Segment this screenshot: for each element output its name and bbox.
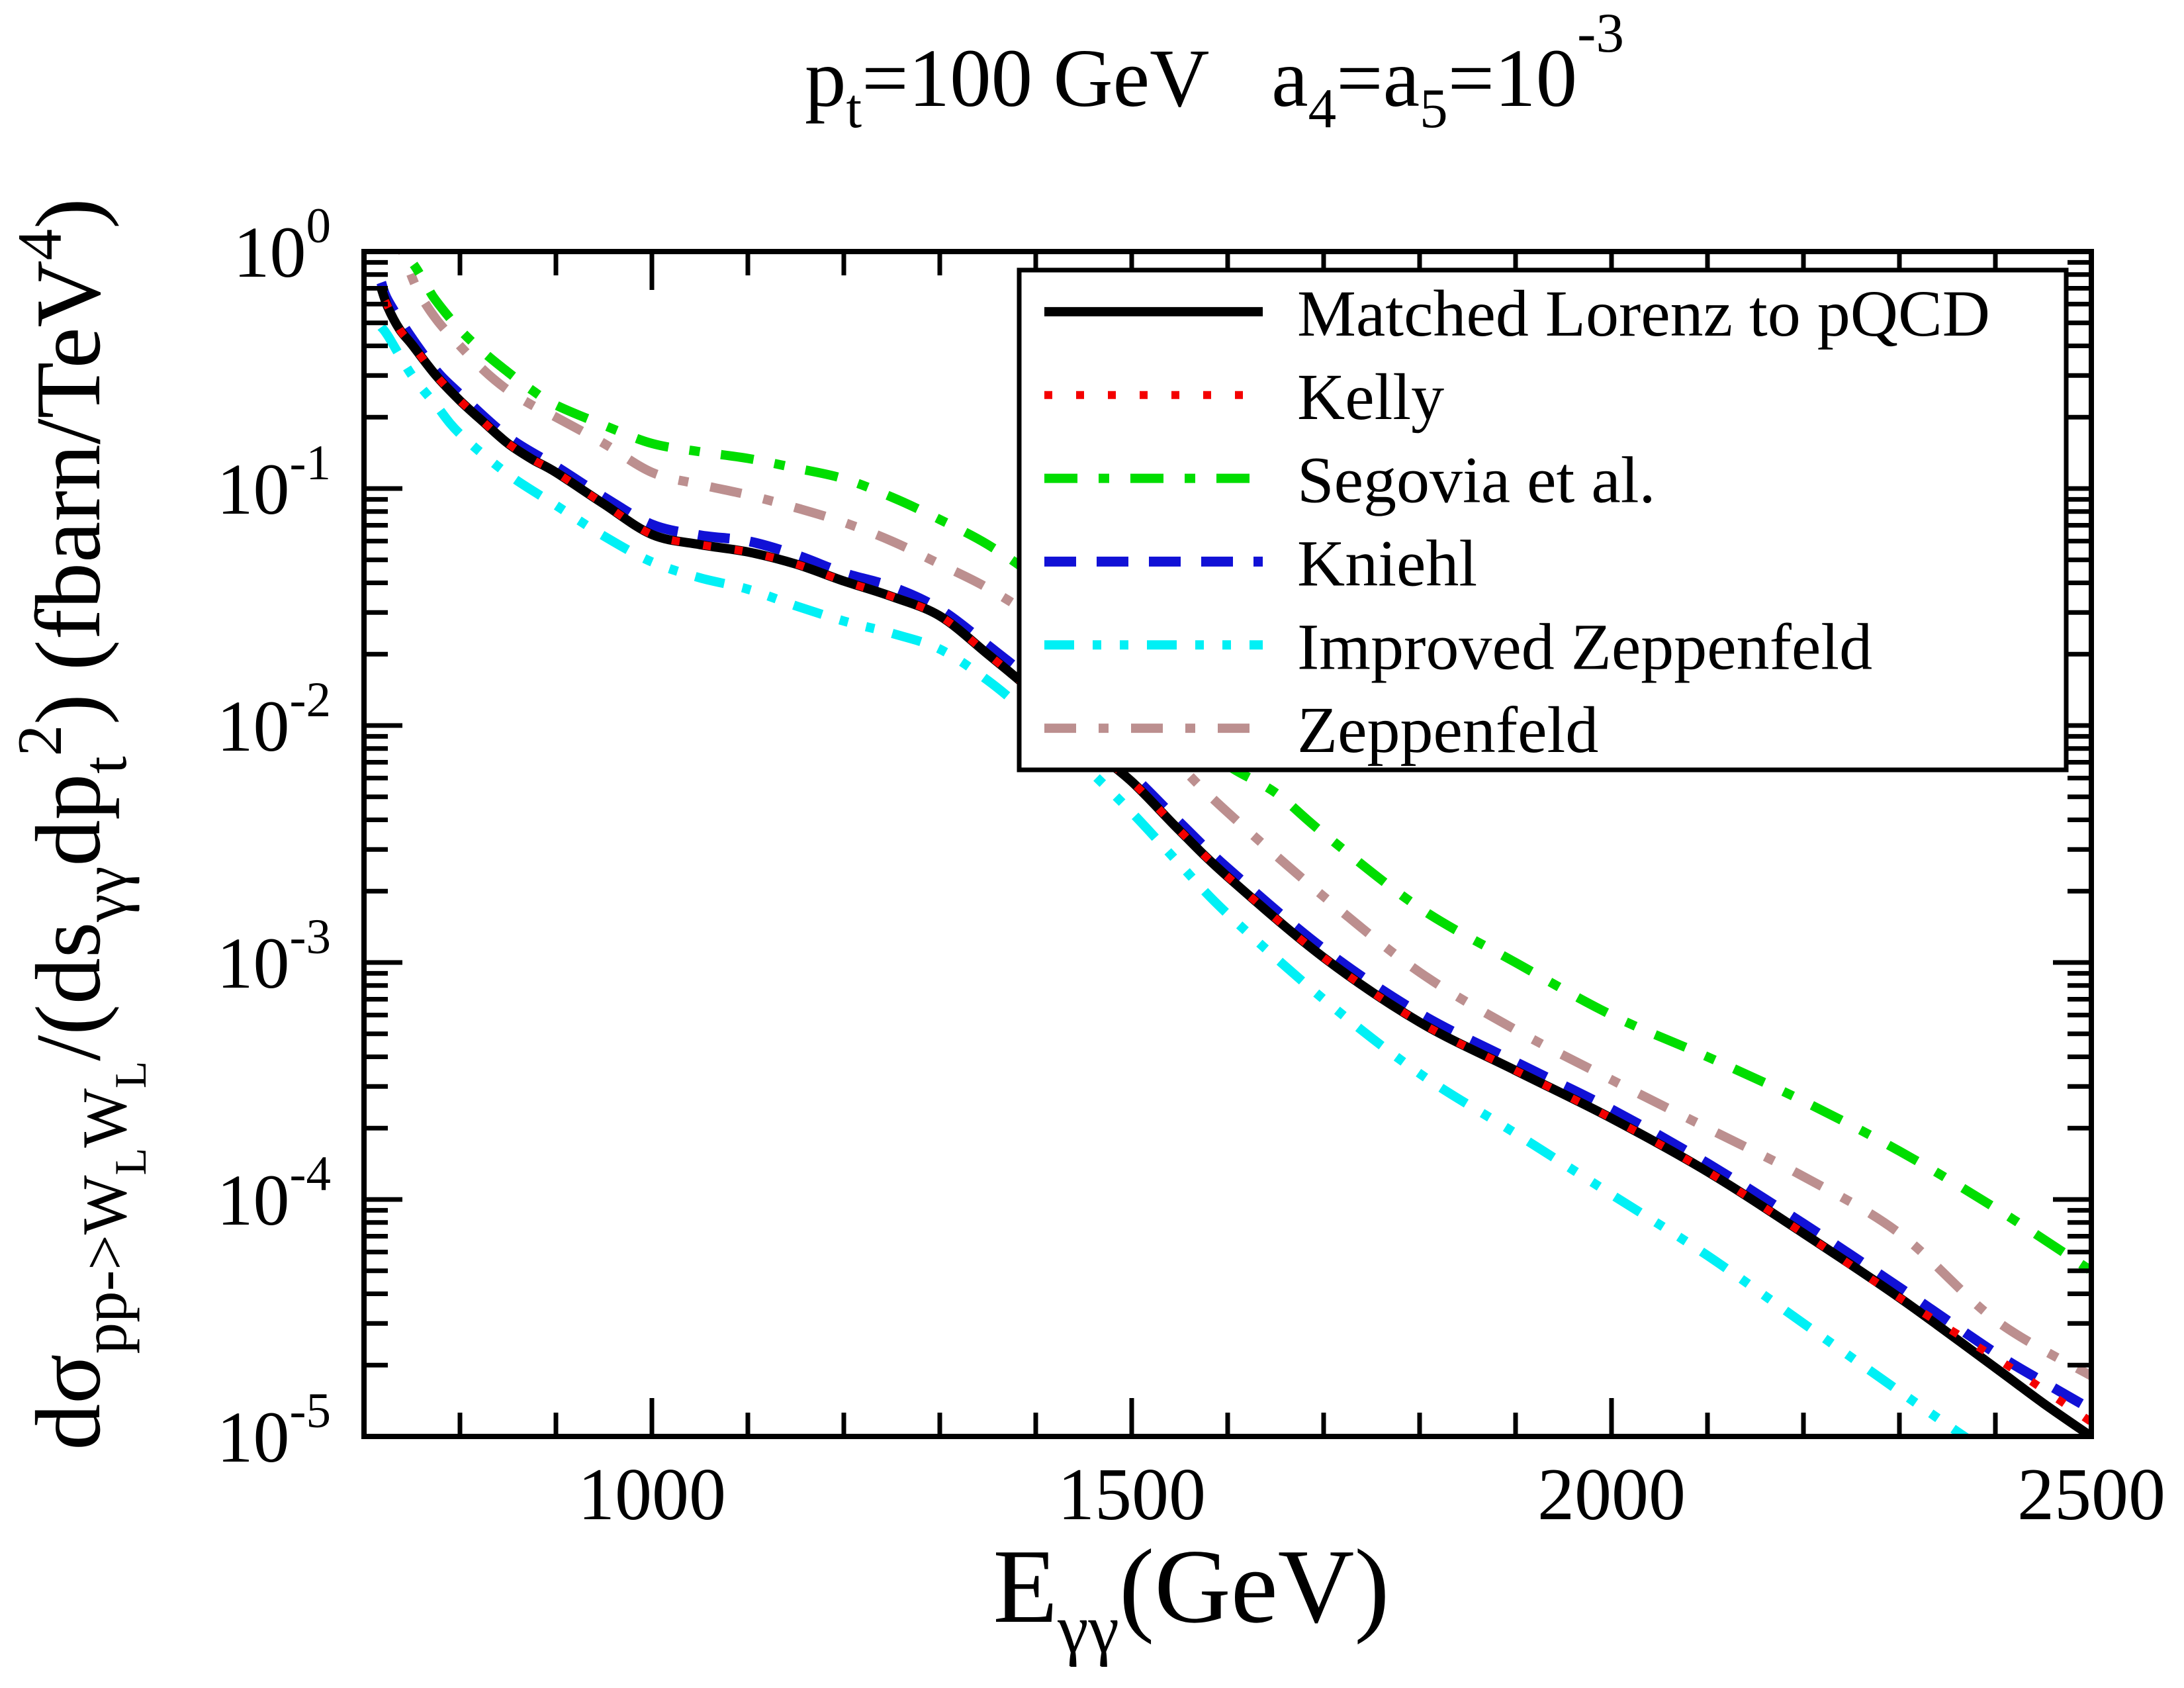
y-tick-label-1e0: 100 bbox=[234, 199, 332, 293]
legend-box bbox=[1017, 267, 2069, 773]
y-tick-label-1e-3: 10-3 bbox=[217, 910, 331, 1004]
x-tick-label-1500: 1500 bbox=[1058, 1454, 1206, 1536]
legend: Matched Lorenz to pQCD Kelly Segovia et al… bbox=[1017, 267, 2069, 773]
legend-label-zeppenfeld: Zeppenfeld bbox=[1297, 693, 1598, 767]
legend-label-segovia: Segovia et al. bbox=[1297, 444, 1656, 517]
legend-entry-zeppenfeld: Zeppenfeld bbox=[1044, 693, 1598, 767]
legend-entry-kniehl: Kniehl bbox=[1044, 526, 1477, 600]
legend-label-matched: Matched Lorenz to pQCD bbox=[1297, 277, 1990, 350]
legend-label-kelly: Kelly bbox=[1297, 360, 1444, 434]
legend-label-kniehl: Kniehl bbox=[1297, 526, 1477, 600]
x-tick-label-1000: 1000 bbox=[578, 1454, 726, 1536]
tick-marks bbox=[364, 252, 2091, 1436]
y-tick-label-1e-4: 10-4 bbox=[217, 1147, 331, 1241]
chart-title: pt=100 GeV a4=a5=10-3 bbox=[805, 2, 1624, 140]
curve-segovia bbox=[392, 252, 2091, 1275]
x-tick-label-2500: 2500 bbox=[2017, 1454, 2165, 1536]
y-tick-label-1e-5: 10-5 bbox=[217, 1383, 331, 1477]
x-axis-label: Eγγ(GeV) bbox=[993, 1527, 1389, 1667]
legend-label-improved_zeppenfeld: Improved Zeppenfeld bbox=[1297, 610, 1872, 683]
legend-entry-segovia: Segovia et al. bbox=[1044, 444, 1656, 517]
y-axis-label: dσpp->WLWL/(dsγγdpt2) (fbarn/TeV4) bbox=[5, 198, 156, 1450]
y-tick-label-1e-2: 10-2 bbox=[217, 673, 331, 767]
y-tick-label-1e-1: 10-1 bbox=[217, 436, 331, 530]
legend-entry-matched: Matched Lorenz to pQCD bbox=[1044, 277, 1990, 350]
x-tick-label-2000: 2000 bbox=[1537, 1454, 1686, 1536]
legend-entry-improved_zeppenfeld: Improved Zeppenfeld bbox=[1044, 610, 1872, 683]
legend-entry-kelly: Kelly bbox=[1044, 360, 1444, 434]
